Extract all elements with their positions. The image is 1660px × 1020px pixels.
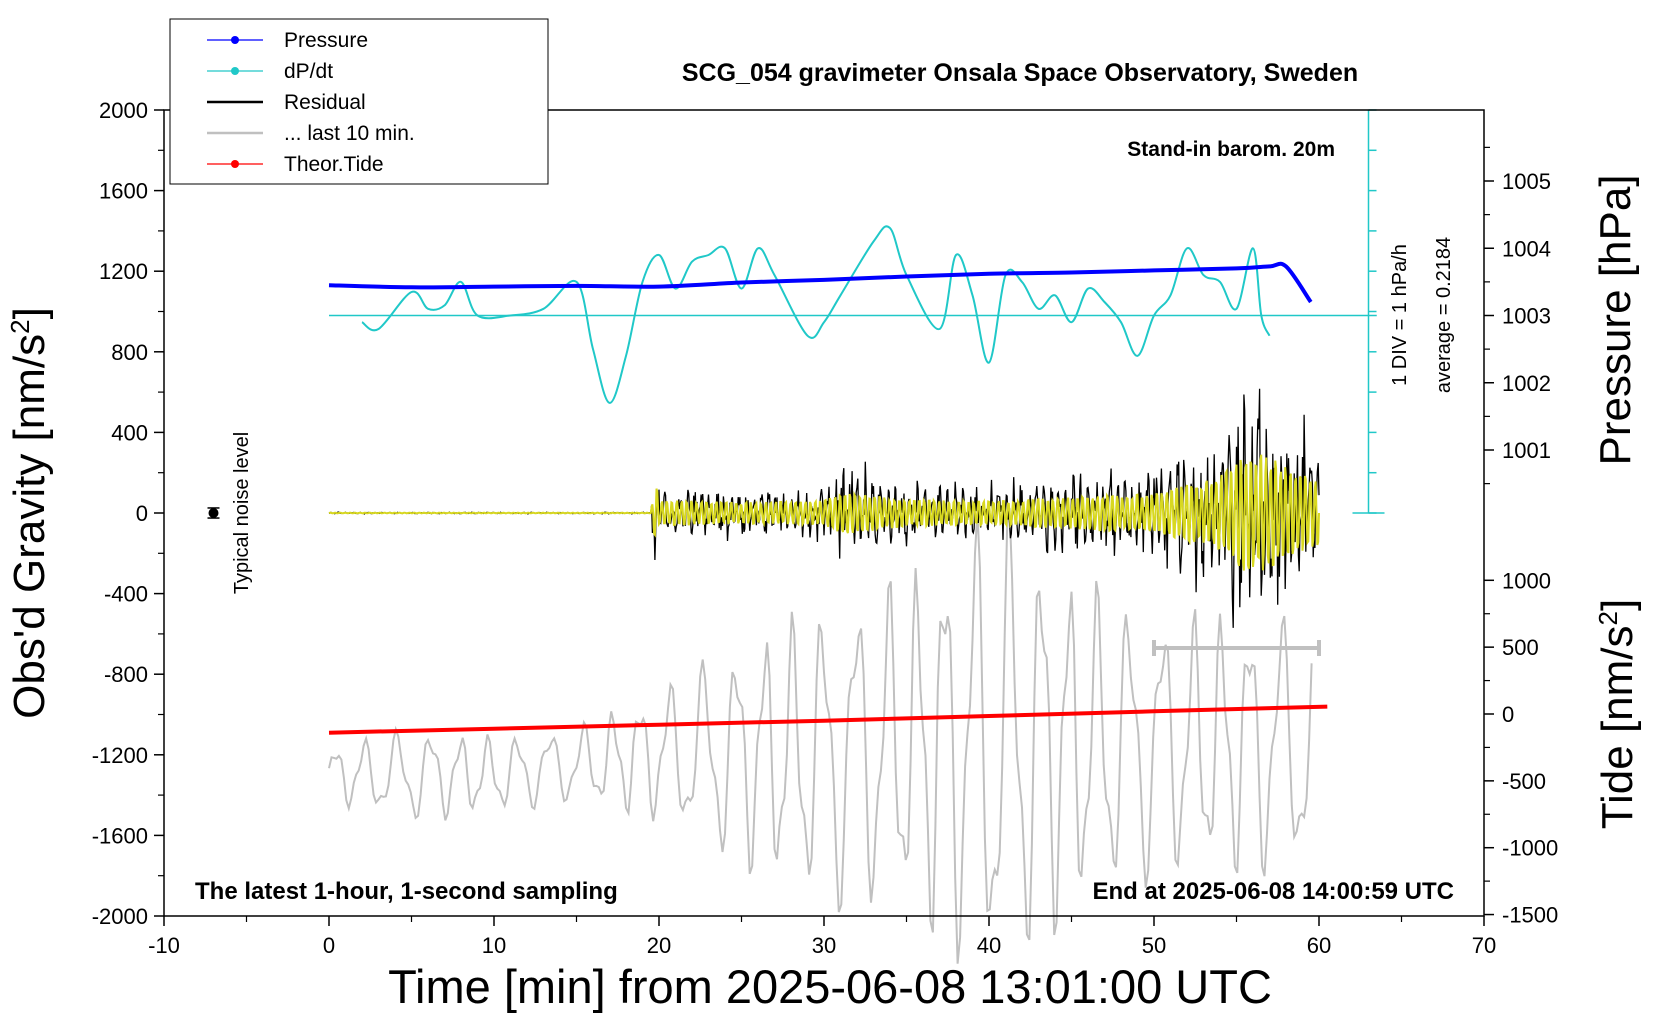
footer-end-time: End at 2025-06-08 14:00:59 UTC (1093, 878, 1455, 905)
y-tick-label: -2000 (92, 904, 148, 929)
noise-level-marker (207, 507, 220, 519)
noise-level-label: Typical noise level (231, 432, 253, 594)
y-axis-pressure: 1005 1004 1003 1002 1001 (1484, 146, 1551, 485)
legend-label: dP/dt (284, 60, 333, 83)
y-axis-label-sup: 2 (5, 319, 35, 333)
pressure-tick-label: 1002 (1502, 371, 1551, 396)
y-tick-label: -400 (104, 582, 148, 607)
y-tick-label: 0 (136, 501, 148, 526)
tide-axis-label-close: ] (1593, 599, 1642, 611)
y-tick-label: 1600 (99, 179, 148, 204)
x-tick-label: 0 (323, 933, 335, 958)
dpdt-div-label: 1 DIV = 1 hPa/h (1389, 244, 1411, 386)
series-residual-smoothed-line (328, 454, 1320, 571)
legend: Pressure dP/dt Residual ... last 10 min. The… (169, 18, 549, 185)
legend-label: Theor.Tide (284, 153, 384, 176)
x-tick-label: 30 (812, 933, 836, 958)
tide-tick-label: 1000 (1502, 568, 1551, 593)
dpdt-average-label: average = 0.2184 (1433, 237, 1455, 393)
y-tick-label: -1600 (92, 823, 148, 848)
series-last-10-min-line (328, 508, 1313, 964)
x-axis-label: Time [min] from 2025-06-08 13:01:00 UTC (388, 960, 1272, 1013)
pressure-tick-label: 1003 (1502, 304, 1551, 329)
pressure-tick-label: 1005 (1502, 169, 1551, 194)
pressure-axis-label: Pressure [hPa] (1591, 174, 1640, 465)
y-tick-label: 400 (111, 420, 148, 445)
footer-sampling-note: The latest 1-hour, 1-second sampling (195, 878, 618, 905)
x-tick-label: -10 (148, 933, 180, 958)
chart-title: SCG_054 gravimeter Onsala Space Observat… (682, 59, 1358, 87)
tide-tick-label: -1500 (1502, 903, 1558, 928)
y-tick-label: -1200 (92, 743, 148, 768)
tide-tick-label: -500 (1502, 769, 1546, 794)
legend-swatch-marker (231, 67, 239, 75)
series-pressure-line (328, 261, 1313, 304)
pressure-tick-label: 1004 (1502, 236, 1551, 261)
x-tick-label: 20 (647, 933, 671, 958)
tide-axis-label-sup: 2 (1593, 611, 1623, 625)
y-axis-label-text: Obs'd Gravity [nm/s (5, 334, 54, 719)
dpdt-scale-bar (1352, 109, 1385, 514)
legend-swatch-marker (231, 160, 239, 168)
legend-label: Pressure (284, 29, 368, 52)
y-axis-label-close: ] (5, 307, 54, 319)
legend-label: Residual (284, 91, 366, 114)
x-tick-label: 60 (1307, 933, 1331, 958)
x-tick-label: 70 (1472, 933, 1496, 958)
tide-axis-label: Tide [nm/s2] (1593, 599, 1642, 829)
last-10-min-window-bar (1152, 640, 1321, 657)
legend-swatch-marker (231, 36, 239, 44)
y-axis-tide: 1000 500 0 -500 -1000 -1500 (1484, 568, 1558, 928)
pressure-tick-label: 1001 (1502, 438, 1551, 463)
noise-dot (208, 508, 219, 518)
tide-tick-label: -1000 (1502, 836, 1558, 861)
x-tick-label: 40 (977, 933, 1001, 958)
legend-label: ... last 10 min. (284, 122, 415, 145)
series-theor-tide-line (328, 704, 1328, 735)
y-tick-label: 1200 (99, 259, 148, 284)
series-dpdt-line (361, 225, 1271, 404)
data-layer (207, 109, 1385, 964)
x-tick-label: 50 (1142, 933, 1166, 958)
barometer-note: Stand-in barom. 20m (1127, 138, 1335, 161)
y-axis-gravity: 2000 1600 1200 800 400 0 -400 -800 -1200 -1600 -20… (92, 98, 164, 929)
tide-tick-label: 0 (1502, 702, 1514, 727)
y-tick-label: 2000 (99, 98, 148, 123)
x-axis: -10 0 10 20 30 40 50 60 70 (148, 916, 1496, 958)
y-axis-label: Obs'd Gravity [nm/s2] (5, 307, 54, 719)
y-tick-label: 800 (111, 340, 148, 365)
tide-axis-label-text: Tide [nm/s (1593, 625, 1642, 829)
tide-tick-label: 500 (1502, 635, 1539, 660)
y-tick-label: -800 (104, 662, 148, 687)
x-tick-label: 10 (482, 933, 506, 958)
